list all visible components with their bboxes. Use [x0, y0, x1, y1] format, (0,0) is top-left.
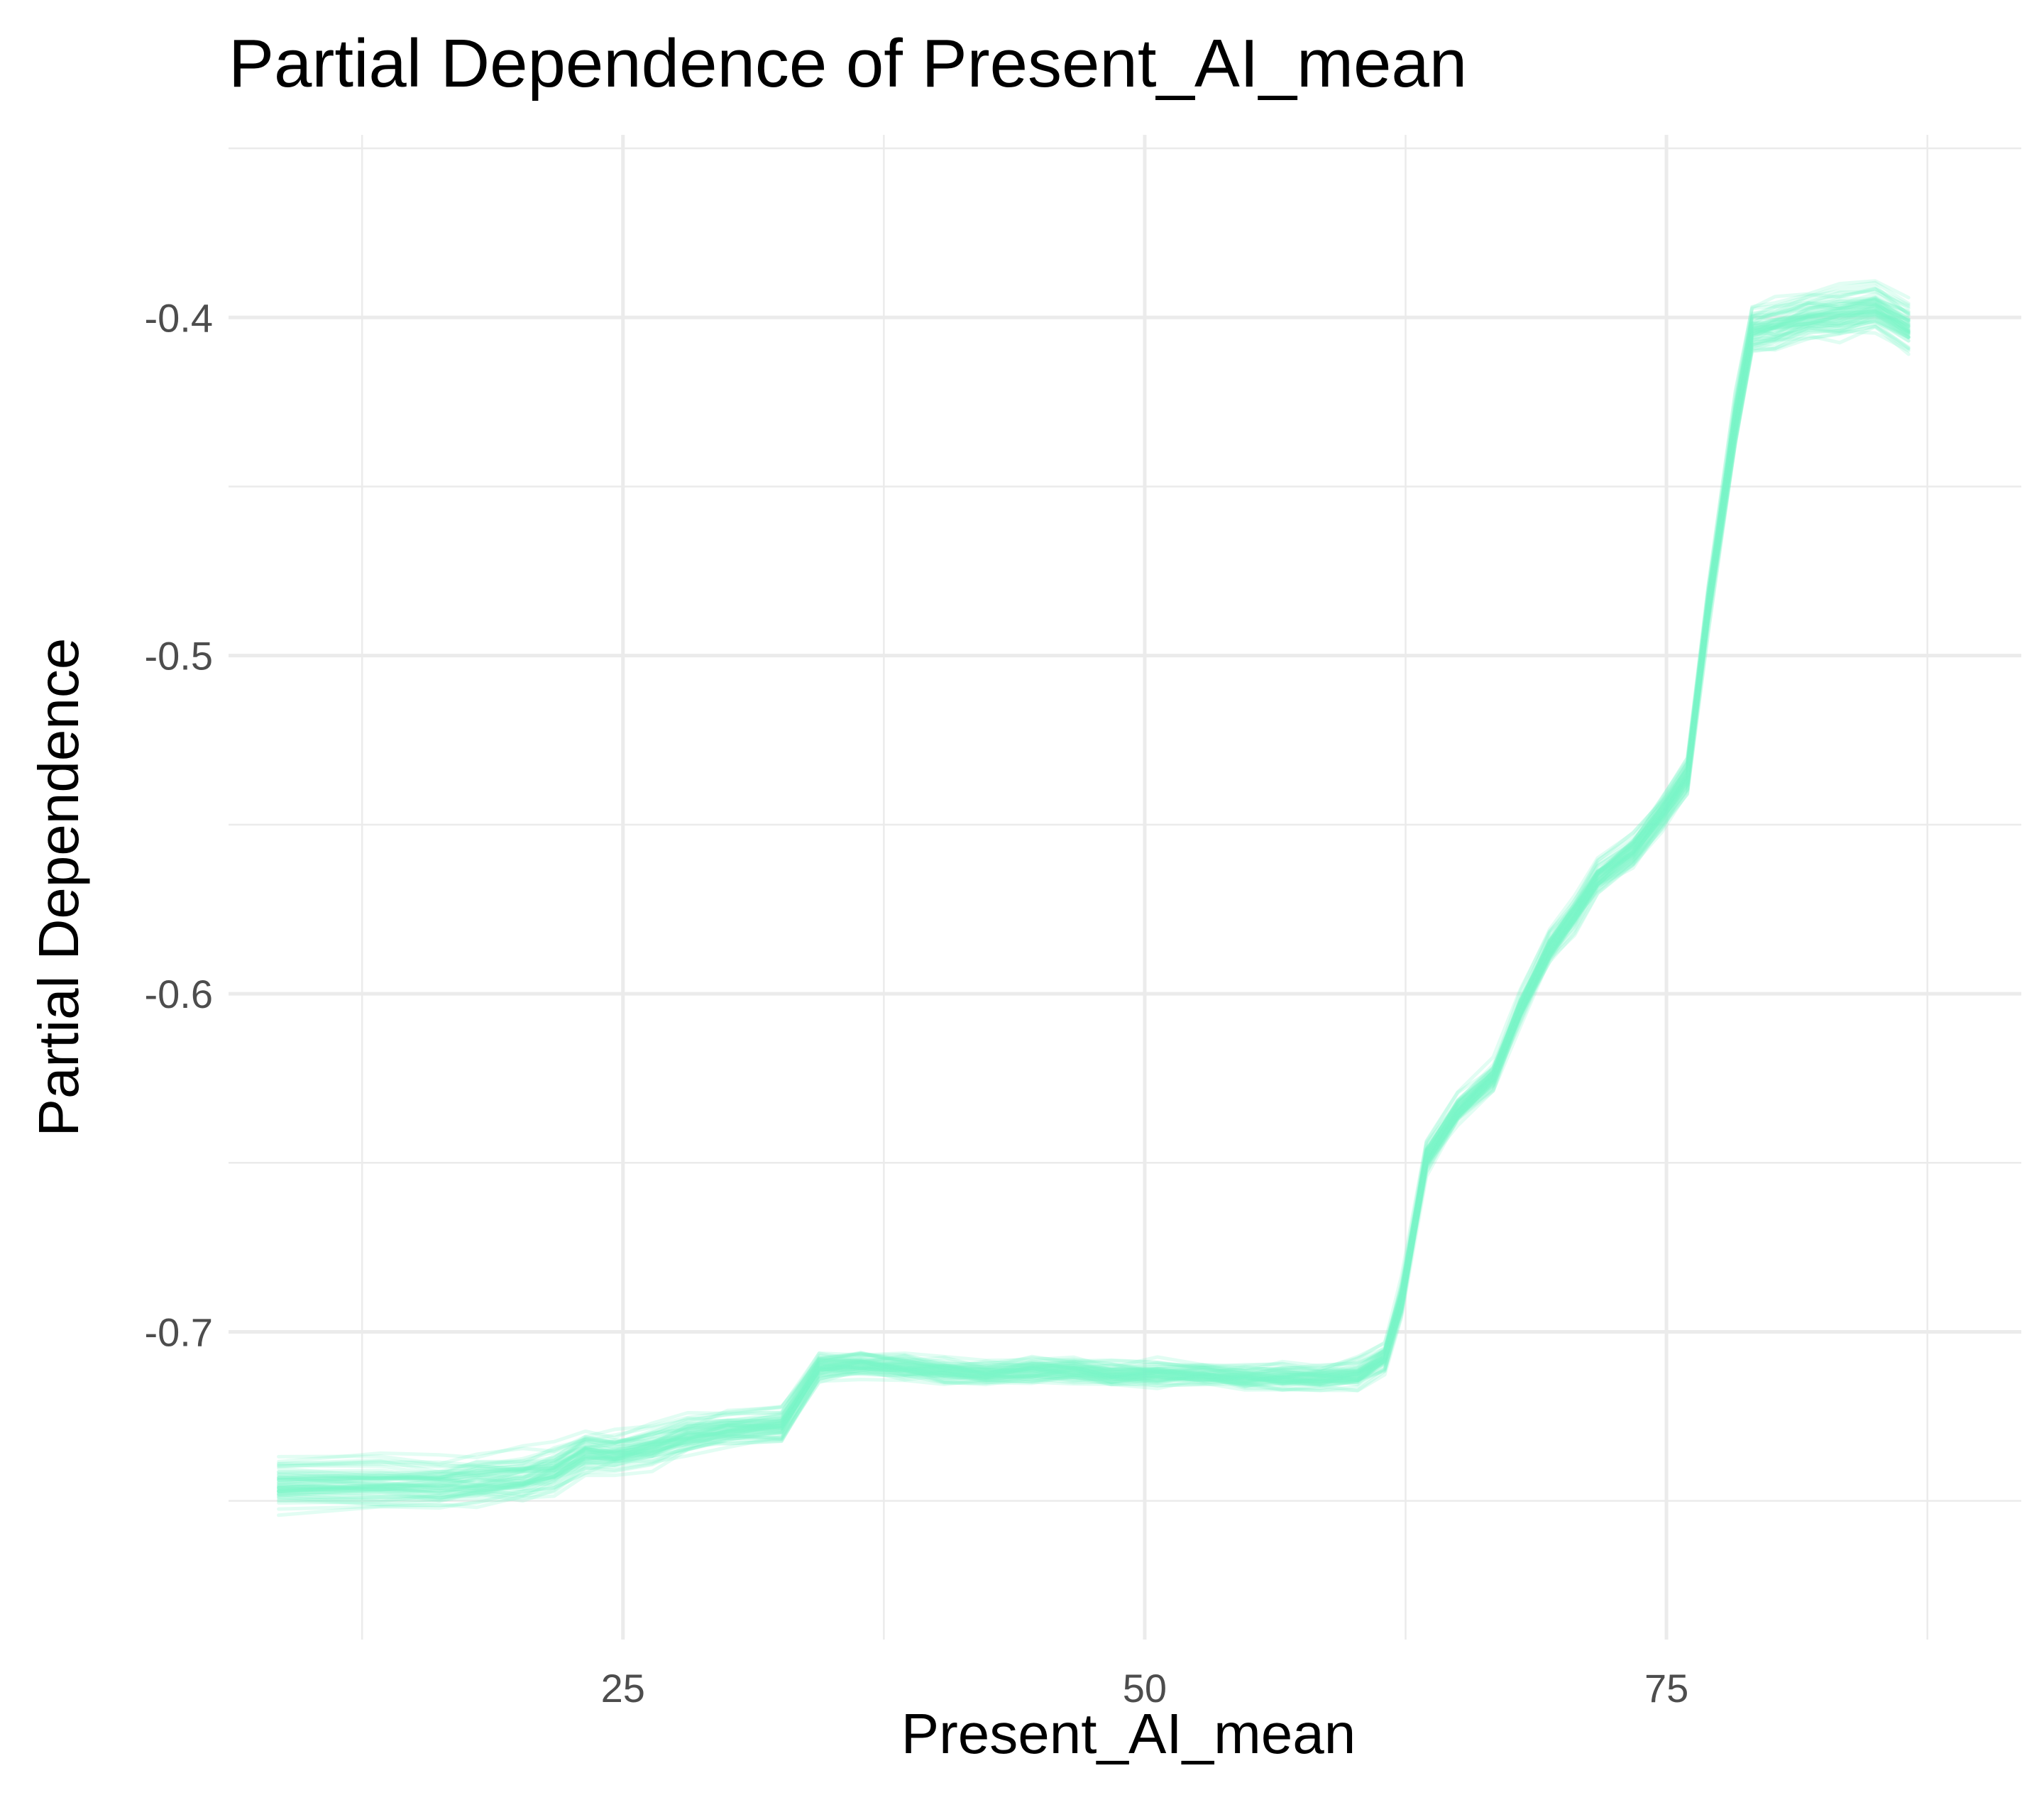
ice-curve-52 [277, 290, 1911, 1474]
ice-curve-8 [277, 304, 1911, 1492]
ice-curve-55 [277, 292, 1911, 1481]
ice-curve-31 [277, 309, 1911, 1496]
ice-curve-19 [277, 304, 1911, 1488]
ice-curve-13 [277, 307, 1911, 1495]
ice-curve-11 [277, 299, 1911, 1485]
ice-curve-9 [277, 297, 1911, 1482]
ice-curve-35 [277, 324, 1911, 1517]
ice-curve-6 [277, 302, 1911, 1493]
ice-curve-44 [277, 314, 1911, 1493]
x-axis-title: Present_AI_mean [901, 1702, 1356, 1765]
ice-curve-25 [277, 297, 1911, 1480]
ice-curve-41 [277, 309, 1911, 1492]
ice-curve-28 [277, 324, 1911, 1505]
y-tick-label-2: -0.5 [145, 634, 214, 679]
y-tick-label-0: -0.7 [145, 1310, 214, 1354]
ice-curve-32 [277, 312, 1911, 1495]
ice-curve-39 [277, 314, 1911, 1491]
ice-curve-42 [277, 284, 1911, 1469]
ice-curve-43 [277, 295, 1911, 1481]
ice-curve-24 [277, 287, 1911, 1476]
ice-curve-50 [277, 310, 1911, 1493]
ice-curve-45 [277, 313, 1911, 1500]
ice-curve-1 [277, 302, 1911, 1481]
ice-curve-0 [277, 287, 1911, 1469]
ice-curve-27 [277, 301, 1911, 1480]
ice-curve-37 [277, 320, 1911, 1498]
ice-curve-21 [277, 296, 1911, 1482]
ice-curve-4 [277, 299, 1911, 1481]
ice-curve-33 [277, 319, 1911, 1493]
ice-curve-15 [277, 309, 1911, 1500]
ice-curve-10 [277, 297, 1911, 1480]
ice-curve-40 [277, 308, 1911, 1493]
ice-curve-48 [277, 322, 1911, 1508]
ice-curve-30 [277, 324, 1911, 1503]
ice-curve-7 [277, 318, 1911, 1503]
ice-curve-29 [277, 314, 1911, 1507]
ice-curve-18 [277, 304, 1911, 1491]
y-tick-label-1: -0.6 [145, 972, 214, 1016]
ice-curve-51 [277, 300, 1911, 1481]
ice-curve-54 [277, 296, 1911, 1486]
y-tick-label-3: -0.4 [145, 295, 214, 340]
tick-labels: 25 50 75 -0.7 -0.6 -0.5 -0.4 [145, 295, 1689, 1711]
x-tick-label-1: 50 [1123, 1666, 1167, 1711]
ice-curve-20 [277, 319, 1911, 1502]
ice-curve-22 [277, 317, 1911, 1503]
x-tick-label-0: 25 [601, 1666, 645, 1711]
x-tick-label-2: 75 [1644, 1666, 1688, 1711]
ice-curve-12 [277, 299, 1911, 1478]
ice-curve-23 [277, 308, 1911, 1490]
ice-curve-46 [277, 303, 1911, 1493]
ice-curve-38 [277, 312, 1911, 1503]
ice-curve-59 [277, 312, 1911, 1491]
ice-curve-36 [277, 302, 1911, 1487]
grid-lines [229, 135, 2021, 1640]
ice-curve-57 [277, 315, 1911, 1496]
ice-curve-47 [277, 310, 1911, 1491]
ice-curve-34 [277, 309, 1911, 1493]
y-axis-title: Partial Dependence [27, 638, 90, 1137]
ice-curve-26 [277, 295, 1911, 1479]
ice-curve-49 [277, 308, 1911, 1494]
ice-curve-2 [277, 311, 1911, 1495]
chart-title: Partial Dependence of Present_AI_mean [229, 26, 1467, 101]
ice-curve-16 [277, 287, 1911, 1467]
ice-curve-14 [277, 300, 1911, 1483]
ice-curves [277, 279, 1911, 1517]
ice-curve-53 [277, 279, 1911, 1464]
ice-curve-5 [277, 306, 1911, 1489]
ice-curve-56 [277, 307, 1911, 1487]
ice-curve-58 [277, 302, 1911, 1482]
ice-curve-17 [277, 329, 1911, 1511]
ice-curve-3 [277, 280, 1911, 1466]
